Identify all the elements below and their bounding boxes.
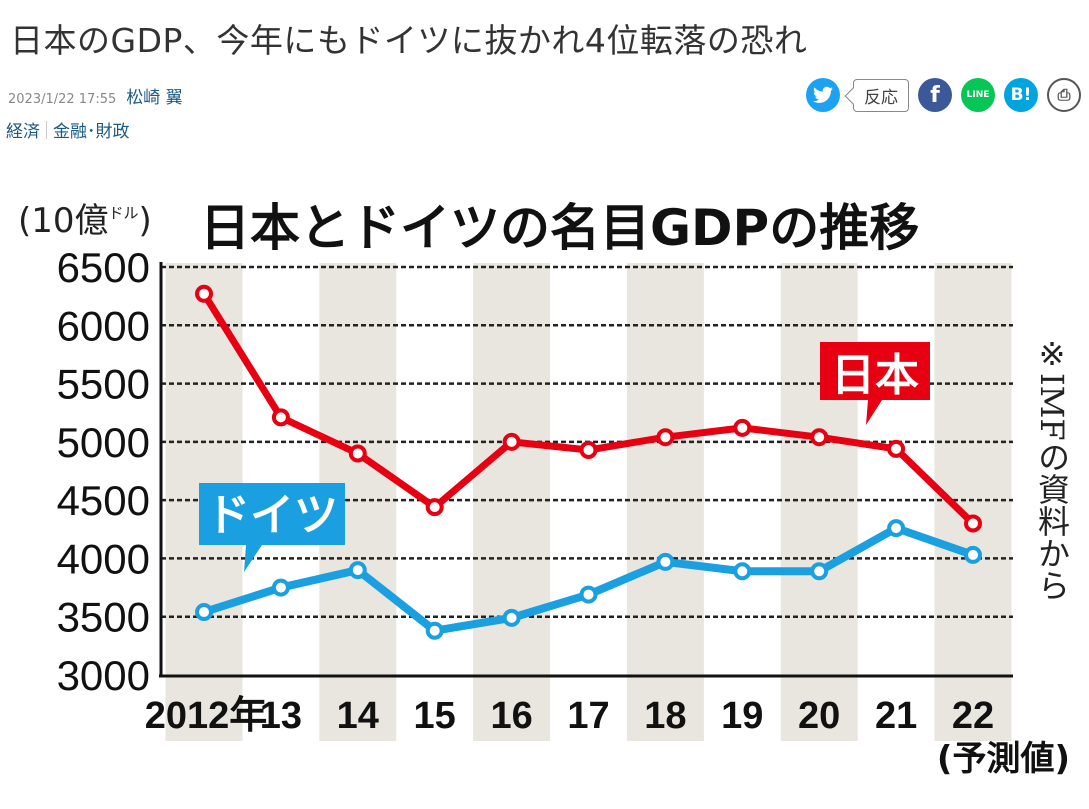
germany-series-label: ドイツ bbox=[206, 490, 338, 541]
x-tick-label: 20 bbox=[798, 695, 840, 737]
y-unit-label: (10億ドル) bbox=[18, 201, 152, 241]
forecast-note: (予測値) bbox=[937, 739, 1070, 779]
germany-callout: ドイツ bbox=[199, 483, 345, 572]
japan-data-point bbox=[964, 514, 982, 533]
germany-data-point bbox=[425, 621, 444, 640]
x-tick-label: 22 bbox=[952, 695, 994, 737]
japan-data-point bbox=[733, 418, 752, 437]
facebook-icon[interactable]: f bbox=[918, 78, 952, 112]
y-tick-label: 4500 bbox=[57, 477, 150, 524]
publish-date: 2023/1/22 17:55 bbox=[8, 92, 117, 107]
japan-series-label: 日本 bbox=[831, 350, 919, 401]
germany-data-point bbox=[810, 562, 829, 581]
category-economy[interactable]: 経済 bbox=[6, 122, 40, 142]
y-tick-label: 3000 bbox=[57, 652, 150, 699]
x-tick-label: 21 bbox=[875, 695, 917, 737]
y-tick-label: 5500 bbox=[57, 361, 150, 408]
germany-data-point bbox=[348, 561, 367, 580]
japan-data-point bbox=[502, 432, 521, 451]
japan-data-point bbox=[271, 408, 290, 427]
x-tick-label: 13 bbox=[260, 695, 302, 737]
japan-data-point bbox=[425, 498, 444, 517]
japan-data-point bbox=[810, 428, 829, 447]
x-tick-label: 2012年 bbox=[145, 695, 268, 737]
divider bbox=[46, 120, 47, 139]
germany-data-point bbox=[656, 552, 675, 571]
category-breadcrumb: 経済 金融･財政 bbox=[6, 117, 130, 142]
y-tick-label: 6500 bbox=[57, 244, 150, 291]
article-title: 日本のGDP、今年にもドイツに抜かれ4位転落の恐れ bbox=[10, 21, 808, 60]
japan-data-point bbox=[579, 441, 598, 460]
x-tick-label: 19 bbox=[721, 695, 763, 737]
reaction-button[interactable]: 反応 bbox=[853, 78, 909, 112]
japan-data-point bbox=[887, 439, 906, 458]
column-stripe bbox=[626, 263, 704, 741]
line-icon[interactable]: LINE bbox=[961, 78, 995, 112]
y-tick-label: 4000 bbox=[57, 535, 150, 582]
share-bar: 反応 f LINE B! ⎙ bbox=[806, 78, 1081, 112]
x-tick-label: 15 bbox=[414, 695, 456, 737]
x-tick-label: 14 bbox=[337, 695, 379, 737]
y-tick-label: 6000 bbox=[57, 302, 150, 349]
hatena-bookmark-button[interactable]: B! bbox=[1004, 78, 1038, 112]
source-note: ※IMFの資料から bbox=[1033, 335, 1071, 601]
x-tick-label: 17 bbox=[567, 695, 609, 737]
article-meta: 2023/1/22 17:55 松崎 翼 bbox=[8, 83, 183, 108]
y-tick-label: 5000 bbox=[57, 419, 150, 466]
germany-data-point bbox=[887, 519, 906, 538]
chart-title: 日本とドイツの名目GDPの推移 bbox=[200, 199, 919, 257]
category-finance[interactable]: 金融･財政 bbox=[53, 122, 130, 142]
germany-data-point bbox=[502, 608, 521, 627]
japan-data-point bbox=[348, 444, 367, 463]
germany-data-point bbox=[579, 585, 598, 604]
japan-data-point bbox=[656, 428, 675, 447]
printer-icon[interactable]: ⎙ bbox=[1047, 78, 1081, 112]
author-link[interactable]: 松崎 翼 bbox=[126, 88, 183, 108]
y-tick-label: 3500 bbox=[57, 594, 150, 641]
twitter-icon[interactable] bbox=[806, 78, 840, 112]
germany-data-point bbox=[271, 578, 290, 597]
germany-data-point bbox=[964, 545, 982, 564]
x-tick-label: 18 bbox=[644, 695, 686, 737]
column-stripe bbox=[473, 263, 551, 741]
x-tick-label: 16 bbox=[490, 695, 532, 737]
germany-data-point bbox=[733, 562, 752, 581]
germany-data-point bbox=[195, 603, 213, 622]
japan-callout: 日本 bbox=[820, 342, 930, 425]
column-stripe bbox=[780, 263, 858, 741]
japan-data-point bbox=[195, 284, 213, 303]
